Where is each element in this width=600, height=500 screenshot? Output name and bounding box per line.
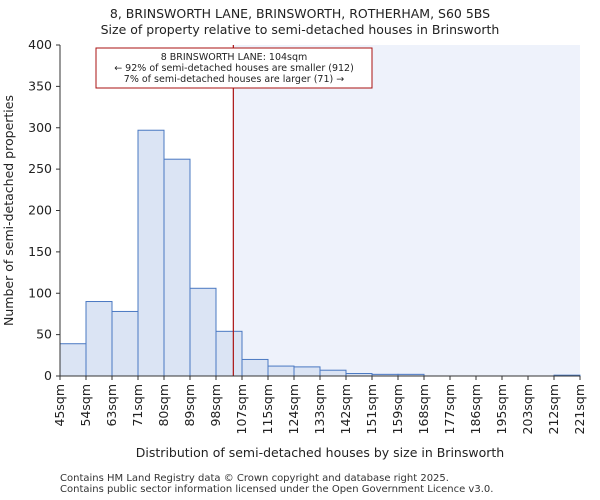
annotation-line-1: 8 BRINSWORTH LANE: 104sqm: [161, 52, 308, 63]
x-axis-label: Distribution of semi-detached houses by …: [136, 445, 504, 460]
y-tick-label: 0: [44, 368, 52, 383]
x-tick-label: 203sqm: [520, 384, 535, 434]
x-tick-label: 54sqm: [78, 384, 93, 427]
x-tick-label: 151sqm: [364, 384, 379, 434]
x-tick-label: 212sqm: [546, 384, 561, 434]
y-tick-label: 200: [28, 203, 52, 218]
histogram-bar: [189, 287, 217, 377]
x-tick-label: 195sqm: [494, 384, 509, 434]
x-tick-label: 45sqm: [52, 384, 67, 427]
annotation-box: [95, 47, 373, 89]
chart-title-address: 8, BRINSWORTH LANE, BRINSWORTH, ROTHERHA…: [109, 6, 491, 21]
histogram-bar: [319, 369, 347, 377]
y-tick-label: 100: [28, 285, 52, 300]
annotation-line-2: ← 92% of semi-detached houses are smalle…: [114, 63, 354, 74]
histogram-bar: [137, 129, 165, 377]
y-tick-label: 50: [36, 327, 52, 342]
x-tick-label: 221sqm: [572, 384, 587, 434]
x-tick-label: 124sqm: [286, 384, 301, 434]
y-tick-label: 300: [28, 120, 52, 135]
chart-subtitle: Size of property relative to semi-detach…: [100, 22, 500, 37]
x-tick-label: 98sqm: [208, 384, 223, 427]
y-tick-label: 150: [28, 244, 52, 259]
y-axis-label: Number of semi-detached properties: [1, 95, 16, 326]
histogram-bar: [59, 343, 87, 377]
x-tick-label: 133sqm: [312, 384, 327, 434]
x-tick-label: 89sqm: [182, 384, 197, 427]
x-tick-label: 71sqm: [130, 384, 145, 427]
larger-region-shading: [233, 45, 581, 376]
x-tick-label: 186sqm: [468, 384, 483, 434]
histogram-bar: [163, 158, 191, 377]
y-tick-label: 250: [28, 161, 52, 176]
histogram-bar: [241, 358, 269, 377]
footer-licence: Contains public sector information licen…: [60, 484, 494, 495]
x-tick-label: 80sqm: [156, 384, 171, 427]
histogram-bar: [293, 366, 321, 377]
x-tick-label: 142sqm: [338, 384, 353, 434]
x-tick-label: 115sqm: [260, 384, 275, 434]
footer-copyright: Contains HM Land Registry data © Crown c…: [60, 473, 449, 484]
histogram-bar: [85, 301, 113, 377]
x-tick-label: 177sqm: [442, 384, 457, 434]
histogram-bar: [267, 365, 295, 377]
histogram-bar: [215, 330, 243, 377]
x-tick-label: 168sqm: [416, 384, 431, 434]
x-tick-label: 63sqm: [104, 384, 119, 427]
x-tick-label: 159sqm: [390, 384, 405, 434]
x-tick-label: 107sqm: [234, 384, 249, 434]
annotation-line-3: 7% of semi-detached houses are larger (7…: [124, 74, 344, 85]
histogram-bar: [111, 310, 139, 377]
y-tick-label: 350: [28, 78, 52, 93]
y-tick-label: 400: [28, 37, 52, 52]
